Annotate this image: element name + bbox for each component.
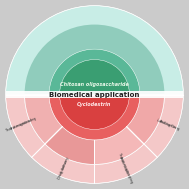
Wedge shape: [60, 60, 129, 94]
Bar: [6, 91, 183, 98]
Wedge shape: [127, 94, 164, 144]
Text: Anti-tumor: Anti-tumor: [59, 158, 70, 177]
Text: Antimicrobial: Antimicrobial: [9, 119, 33, 131]
Wedge shape: [45, 127, 94, 164]
Text: Chitosan oligosaccharide: Chitosan oligosaccharide: [60, 82, 129, 87]
Wedge shape: [25, 94, 62, 144]
Wedge shape: [25, 94, 164, 164]
Wedge shape: [25, 94, 62, 144]
Text: Tissue engineering: Tissue engineering: [117, 152, 133, 184]
Wedge shape: [60, 94, 129, 129]
Text: Tissue engineering: Tissue engineering: [5, 117, 37, 133]
Text: Antimicrobial: Antimicrobial: [119, 156, 131, 180]
Text: Cyclodextrin: Cyclodextrin: [77, 102, 112, 107]
Wedge shape: [94, 127, 144, 164]
Wedge shape: [94, 127, 144, 164]
Text: Biomedical application: Biomedical application: [49, 91, 140, 98]
Text: Anti-tumor: Anti-tumor: [158, 119, 177, 130]
Wedge shape: [127, 94, 164, 144]
Wedge shape: [45, 127, 94, 164]
Text: Loading Drug: Loading Drug: [156, 119, 180, 131]
Wedge shape: [6, 6, 183, 94]
Wedge shape: [49, 94, 140, 140]
Wedge shape: [49, 49, 140, 94]
Wedge shape: [25, 25, 164, 94]
Text: Drug delivery: Drug delivery: [58, 156, 70, 180]
Wedge shape: [6, 94, 183, 183]
